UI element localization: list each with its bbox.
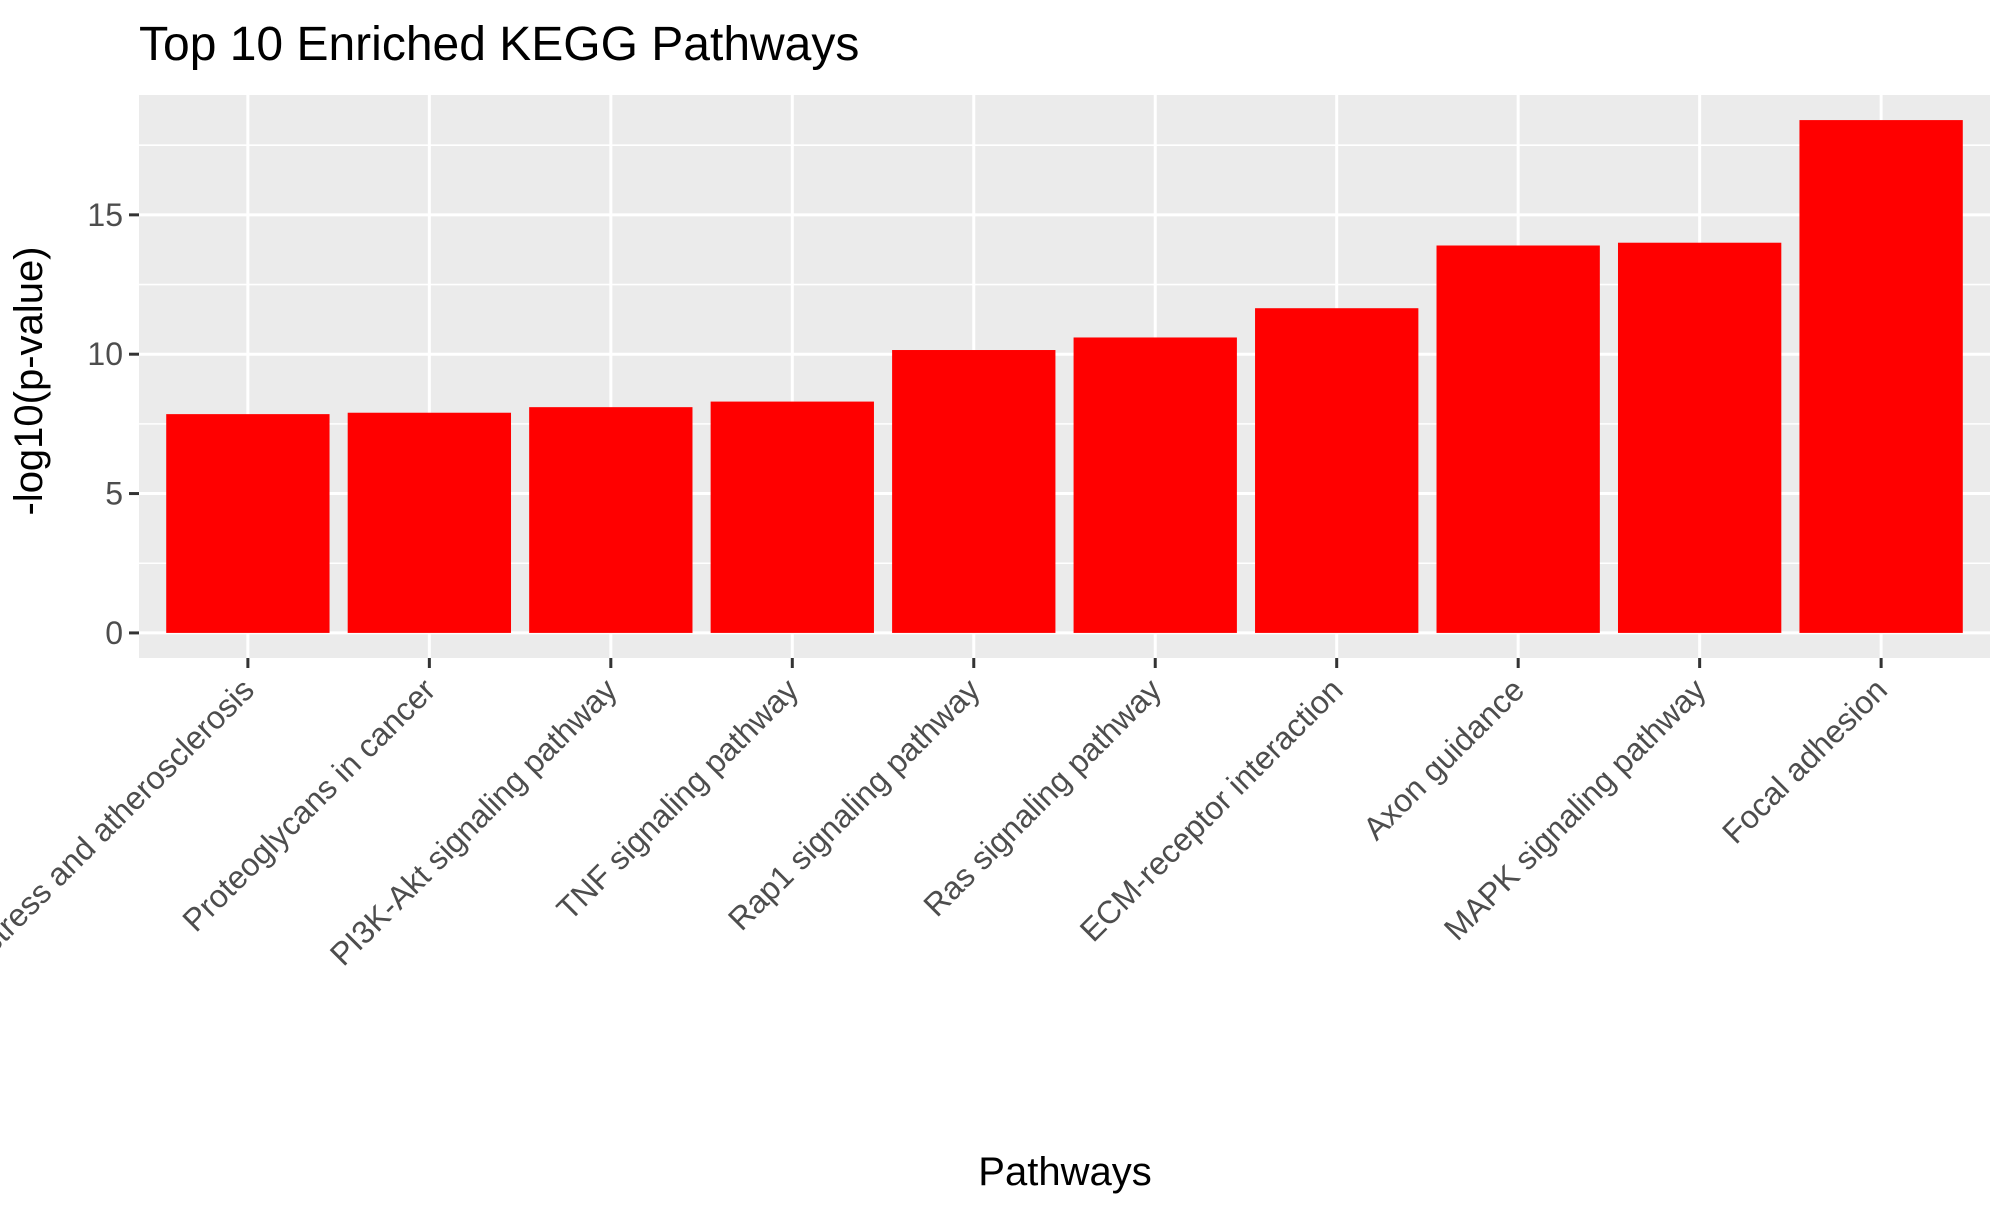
x-tick-label: PI3K-Akt signaling pathway [323, 671, 624, 972]
y-tick-label: 15 [87, 197, 123, 233]
bars [166, 120, 1963, 633]
bar [1255, 308, 1419, 633]
chart-title: Top 10 Enriched KEGG Pathways [139, 18, 859, 71]
x-axis-title: Pathways [978, 1150, 1151, 1194]
bar [1436, 245, 1600, 633]
bar [892, 350, 1056, 633]
bar [710, 401, 874, 633]
y-tick-label: 5 [105, 476, 123, 512]
bar [1073, 337, 1237, 633]
x-tick-label: Focal adhesion [1715, 671, 1894, 850]
bar [347, 412, 512, 633]
bar [529, 407, 693, 633]
x-axis: Fluid shear stress and atherosclerosisPr… [0, 658, 1894, 1078]
bar [1799, 120, 1963, 633]
y-axis: 0 5 10 15 [87, 197, 139, 651]
y-tick-label: 0 [105, 615, 123, 651]
bar [1617, 242, 1782, 633]
bar [166, 414, 330, 633]
x-tick-label: Axon guidance [1356, 671, 1531, 846]
y-tick-label: 10 [87, 336, 123, 372]
y-axis-title: -log10(p-value) [7, 246, 51, 515]
